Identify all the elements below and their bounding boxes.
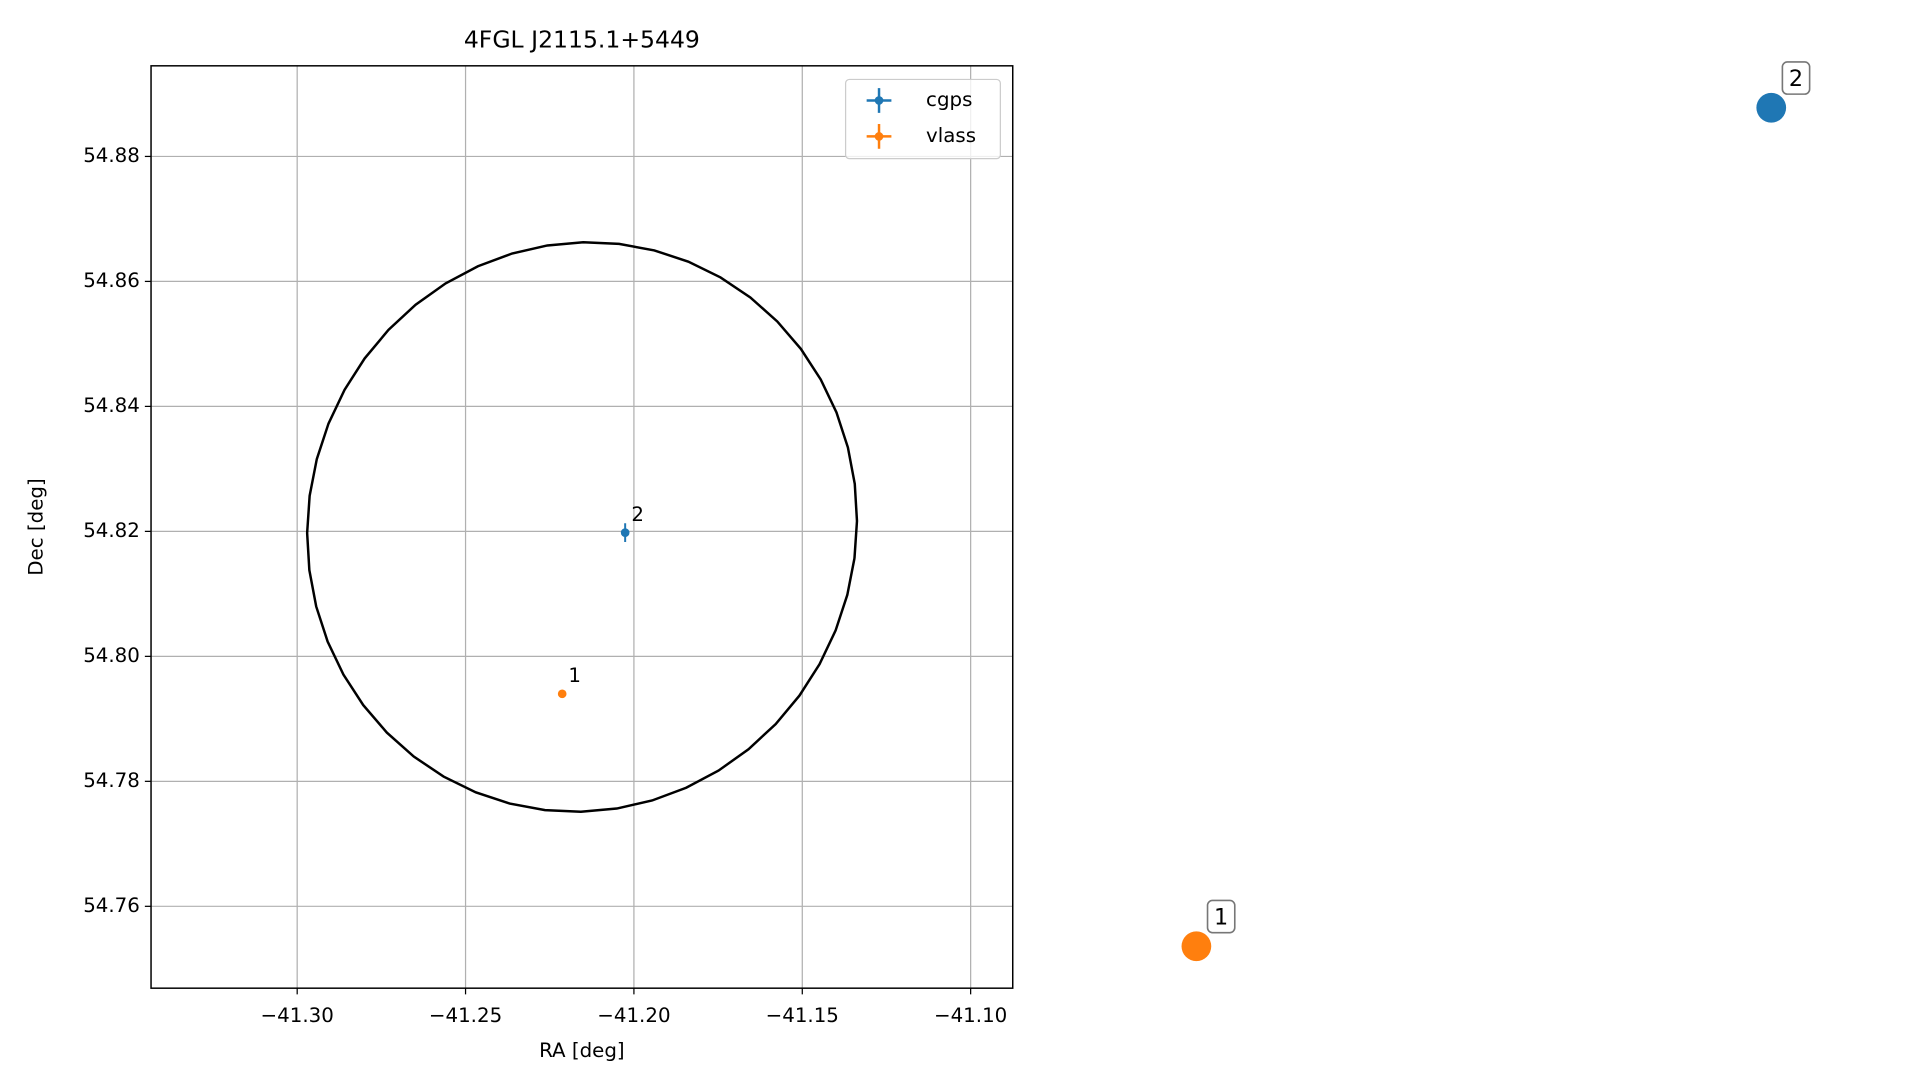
legend-marker [874,132,884,141]
y-axis-label: Dec [deg] [25,478,48,575]
chart-title: 4FGL J2115.1+5449 [464,26,700,54]
y-tick-label: 54.82 [83,519,140,542]
y-tick-label: 54.88 [83,144,140,167]
x-tick-label: −41.20 [597,1004,670,1027]
point-label: 1 [568,664,581,687]
y-tick-label: 54.84 [83,394,140,417]
point-label: 2 [631,503,644,526]
point-label: 2 [1789,66,1803,92]
legend-label: cgps [926,88,972,111]
point [1756,92,1787,123]
x-tick-label: −41.25 [429,1004,502,1027]
y-tick-label: 54.76 [83,894,140,917]
x-tick-label: −41.10 [934,1004,1007,1027]
y-tick-label: 54.80 [83,644,140,667]
x-tick-label: −41.15 [766,1004,839,1027]
y-tick-label: 54.78 [83,769,140,792]
legend-box [844,78,1001,160]
x-axis-label: RA [deg] [539,1039,625,1062]
point [557,689,567,699]
point-label-box [1206,899,1236,934]
point [1181,931,1212,962]
x-tick-label: −41.30 [261,1004,334,1027]
point-label-box [1781,61,1811,95]
plot-frame [150,65,1014,989]
y-tick-label: 54.86 [83,269,140,292]
point-label: 1 [1214,904,1228,930]
legend-marker [874,96,884,105]
localization-ellipse [305,241,859,813]
point [620,528,630,537]
legend-label: vlass [926,124,976,147]
